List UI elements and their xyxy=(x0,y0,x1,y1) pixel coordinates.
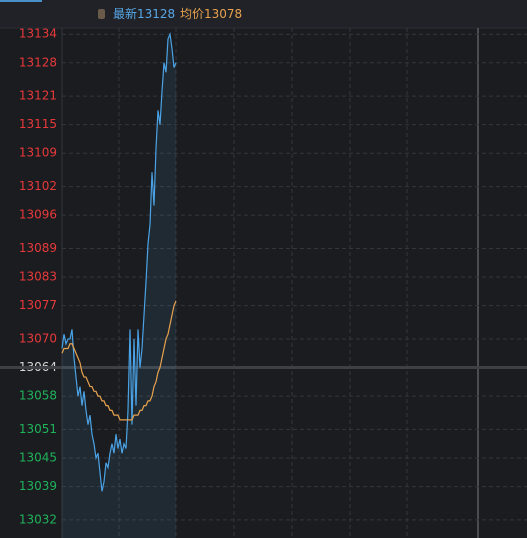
header-item: 均价13078 xyxy=(180,7,242,21)
y-tick-label: 13077 xyxy=(19,298,57,312)
y-tick-label: 13032 xyxy=(19,512,57,526)
header-label: 最新 xyxy=(113,6,137,21)
header-value: 13128 xyxy=(137,7,175,21)
y-tick-label: 13134 xyxy=(19,27,57,41)
y-tick-label: 13051 xyxy=(19,422,57,436)
tab-indicator xyxy=(0,0,42,2)
y-tick-label: 13109 xyxy=(19,146,57,160)
header-value: 13078 xyxy=(204,7,242,21)
y-tick-label: 13096 xyxy=(19,208,57,222)
y-tick-label: 13070 xyxy=(19,331,57,345)
average-line xyxy=(61,300,177,421)
y-tick-label: 13128 xyxy=(19,55,57,69)
price-area xyxy=(62,34,176,538)
icon xyxy=(98,9,105,19)
header-bar xyxy=(0,0,527,28)
price-line xyxy=(61,31,177,492)
y-tick-label: 13039 xyxy=(19,479,57,493)
header-item: 最新13128 xyxy=(113,6,175,21)
header-label: 均价 xyxy=(180,7,204,21)
y-tick-label: 13083 xyxy=(19,270,57,284)
y-tick-label: 13102 xyxy=(19,179,57,193)
y-tick-label: 13045 xyxy=(19,451,57,465)
y-tick-label: 13115 xyxy=(19,117,57,131)
y-tick-label: 13089 xyxy=(19,241,57,255)
y-tick-label: 13058 xyxy=(19,389,57,403)
y-tick-label: 13121 xyxy=(19,89,57,103)
